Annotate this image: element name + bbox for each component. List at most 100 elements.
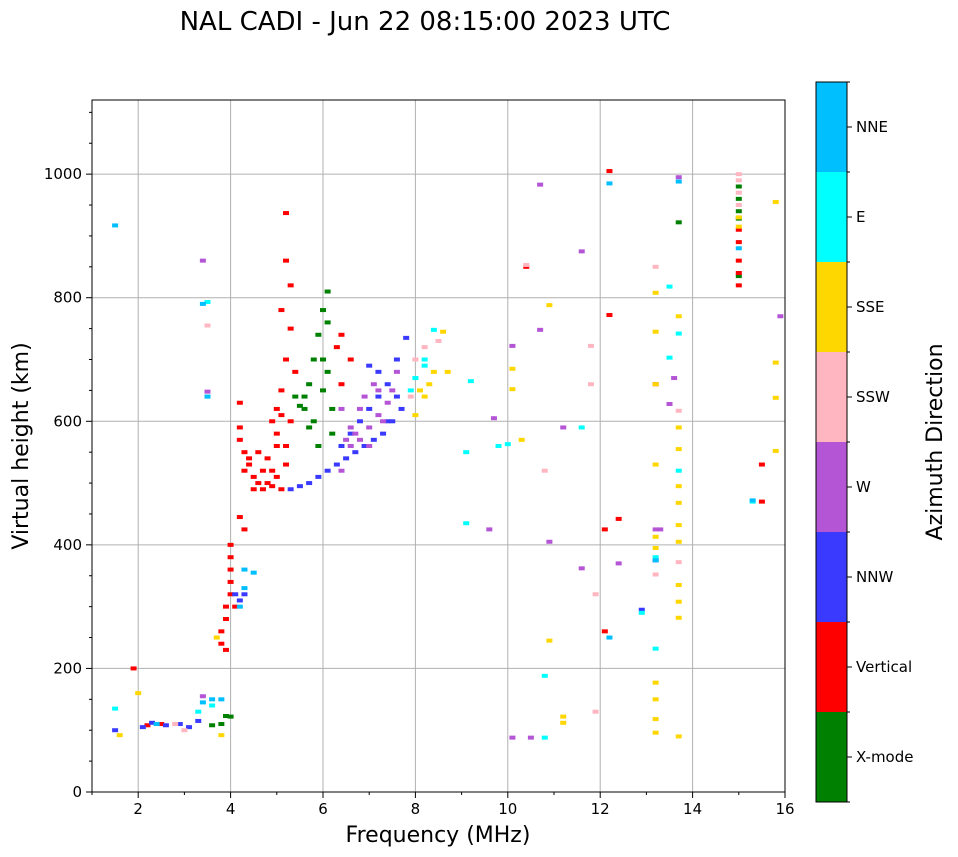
data-point-sse <box>675 734 682 739</box>
data-point-vertical <box>735 258 742 263</box>
data-point-x-mode <box>218 722 225 727</box>
data-point-nnw <box>356 419 363 424</box>
data-point-vertical <box>269 484 276 489</box>
data-point-sse <box>675 447 682 452</box>
data-point-vertical <box>338 332 345 337</box>
data-point-nne <box>606 635 613 640</box>
colorbar: X-mode Vertical NNW W SSW SSE E NNE <box>815 81 913 803</box>
data-point-nnw <box>370 437 377 442</box>
data-point-x-mode <box>324 369 331 374</box>
data-point-ssw <box>735 190 742 195</box>
data-point-w <box>509 343 516 348</box>
x-tick-label: 8 <box>411 800 421 818</box>
data-point-nnw <box>343 456 350 461</box>
data-point-nne <box>209 697 216 702</box>
colorbar-title: Azimuth Direction <box>923 343 948 540</box>
data-points <box>112 169 784 740</box>
data-point-w <box>338 406 345 411</box>
x-tick-label: 12 <box>591 800 610 818</box>
data-point-x-mode <box>222 714 229 719</box>
data-point-nnw <box>241 592 248 597</box>
data-point-vertical <box>232 604 239 609</box>
data-point-w <box>204 389 211 394</box>
data-point-vertical <box>269 468 276 473</box>
data-point-sse <box>652 730 659 735</box>
data-point-w <box>777 314 784 319</box>
data-point-x-mode <box>296 403 303 408</box>
data-point-sse <box>675 523 682 528</box>
x-axis-label: Frequency (MHz) <box>346 823 531 848</box>
colorbar-label: NNE <box>856 118 888 136</box>
data-point-w <box>347 444 354 448</box>
data-point-sse <box>772 199 779 204</box>
colorbar-label: X-mode <box>856 748 913 766</box>
data-point-vertical <box>227 542 234 547</box>
data-point-w <box>380 419 387 424</box>
data-point-x-mode <box>320 357 326 362</box>
colorbar-segment <box>816 172 847 262</box>
colorbar-segment <box>816 532 847 622</box>
data-point-sse <box>509 387 516 392</box>
data-point-w <box>393 369 400 374</box>
data-point-nnw <box>162 723 169 728</box>
data-point-nnw <box>347 431 354 436</box>
data-point-vertical <box>255 450 262 455</box>
data-point-sse <box>652 462 659 467</box>
data-point-vertical <box>287 283 294 288</box>
data-point-vertical <box>264 456 271 461</box>
data-point-nnw <box>236 598 243 603</box>
data-point-sse <box>546 303 553 308</box>
y-tick-label: 800 <box>53 289 82 307</box>
data-point-nnw <box>389 419 396 424</box>
data-point-ssw <box>181 728 188 733</box>
data-point-w <box>675 175 682 180</box>
data-point-w <box>671 376 678 381</box>
data-point-ssw <box>652 572 659 577</box>
data-point-w <box>338 468 345 473</box>
y-tick-label: 400 <box>53 536 82 554</box>
data-point-vertical <box>735 240 742 245</box>
data-point-w <box>366 425 373 430</box>
data-point-nnw <box>149 720 156 725</box>
data-point-e <box>652 555 659 560</box>
data-point-x-mode <box>735 196 742 201</box>
data-point-x-mode <box>735 274 742 279</box>
x-tick-label: 6 <box>318 800 328 818</box>
data-point-vertical <box>130 666 137 671</box>
colorbar-frame <box>815 81 848 803</box>
y-tick-label: 0 <box>72 783 82 801</box>
data-point-sse <box>444 369 451 374</box>
data-point-sse <box>652 717 659 722</box>
data-point-sse <box>675 599 682 604</box>
data-point-vertical <box>333 345 340 350</box>
data-point-vertical <box>758 462 765 467</box>
colorbar-label: E <box>856 208 865 226</box>
data-point-sse <box>675 539 682 544</box>
data-point-w <box>490 416 497 421</box>
data-point-nnw <box>366 406 373 411</box>
y-axis-ticks: 0 200 400 600 800 1000 <box>44 111 92 801</box>
data-point-nne <box>218 697 225 702</box>
data-point-nnw <box>352 450 359 455</box>
data-point-ssw <box>435 338 442 343</box>
data-point-vertical <box>246 456 253 461</box>
data-point-sse <box>412 413 419 418</box>
data-point-vertical <box>606 169 613 174</box>
data-point-vertical <box>218 641 225 646</box>
data-point-vertical <box>227 567 234 572</box>
data-point-nne <box>199 301 206 306</box>
data-point-vertical <box>347 357 354 362</box>
x-axis-ticks: 2 4 6 8 10 12 14 16 <box>91 792 795 818</box>
data-point-w <box>347 425 354 430</box>
data-point-ssw <box>652 264 659 269</box>
y-tick-label: 600 <box>53 412 82 430</box>
data-point-nne <box>112 223 119 228</box>
data-point-sse <box>560 714 567 719</box>
data-point-sse <box>675 583 682 588</box>
data-point-vertical <box>250 487 257 492</box>
data-point-nne <box>204 394 211 399</box>
data-point-ssw <box>204 323 211 328</box>
data-point-vertical <box>606 313 613 318</box>
data-point-e <box>578 425 585 430</box>
